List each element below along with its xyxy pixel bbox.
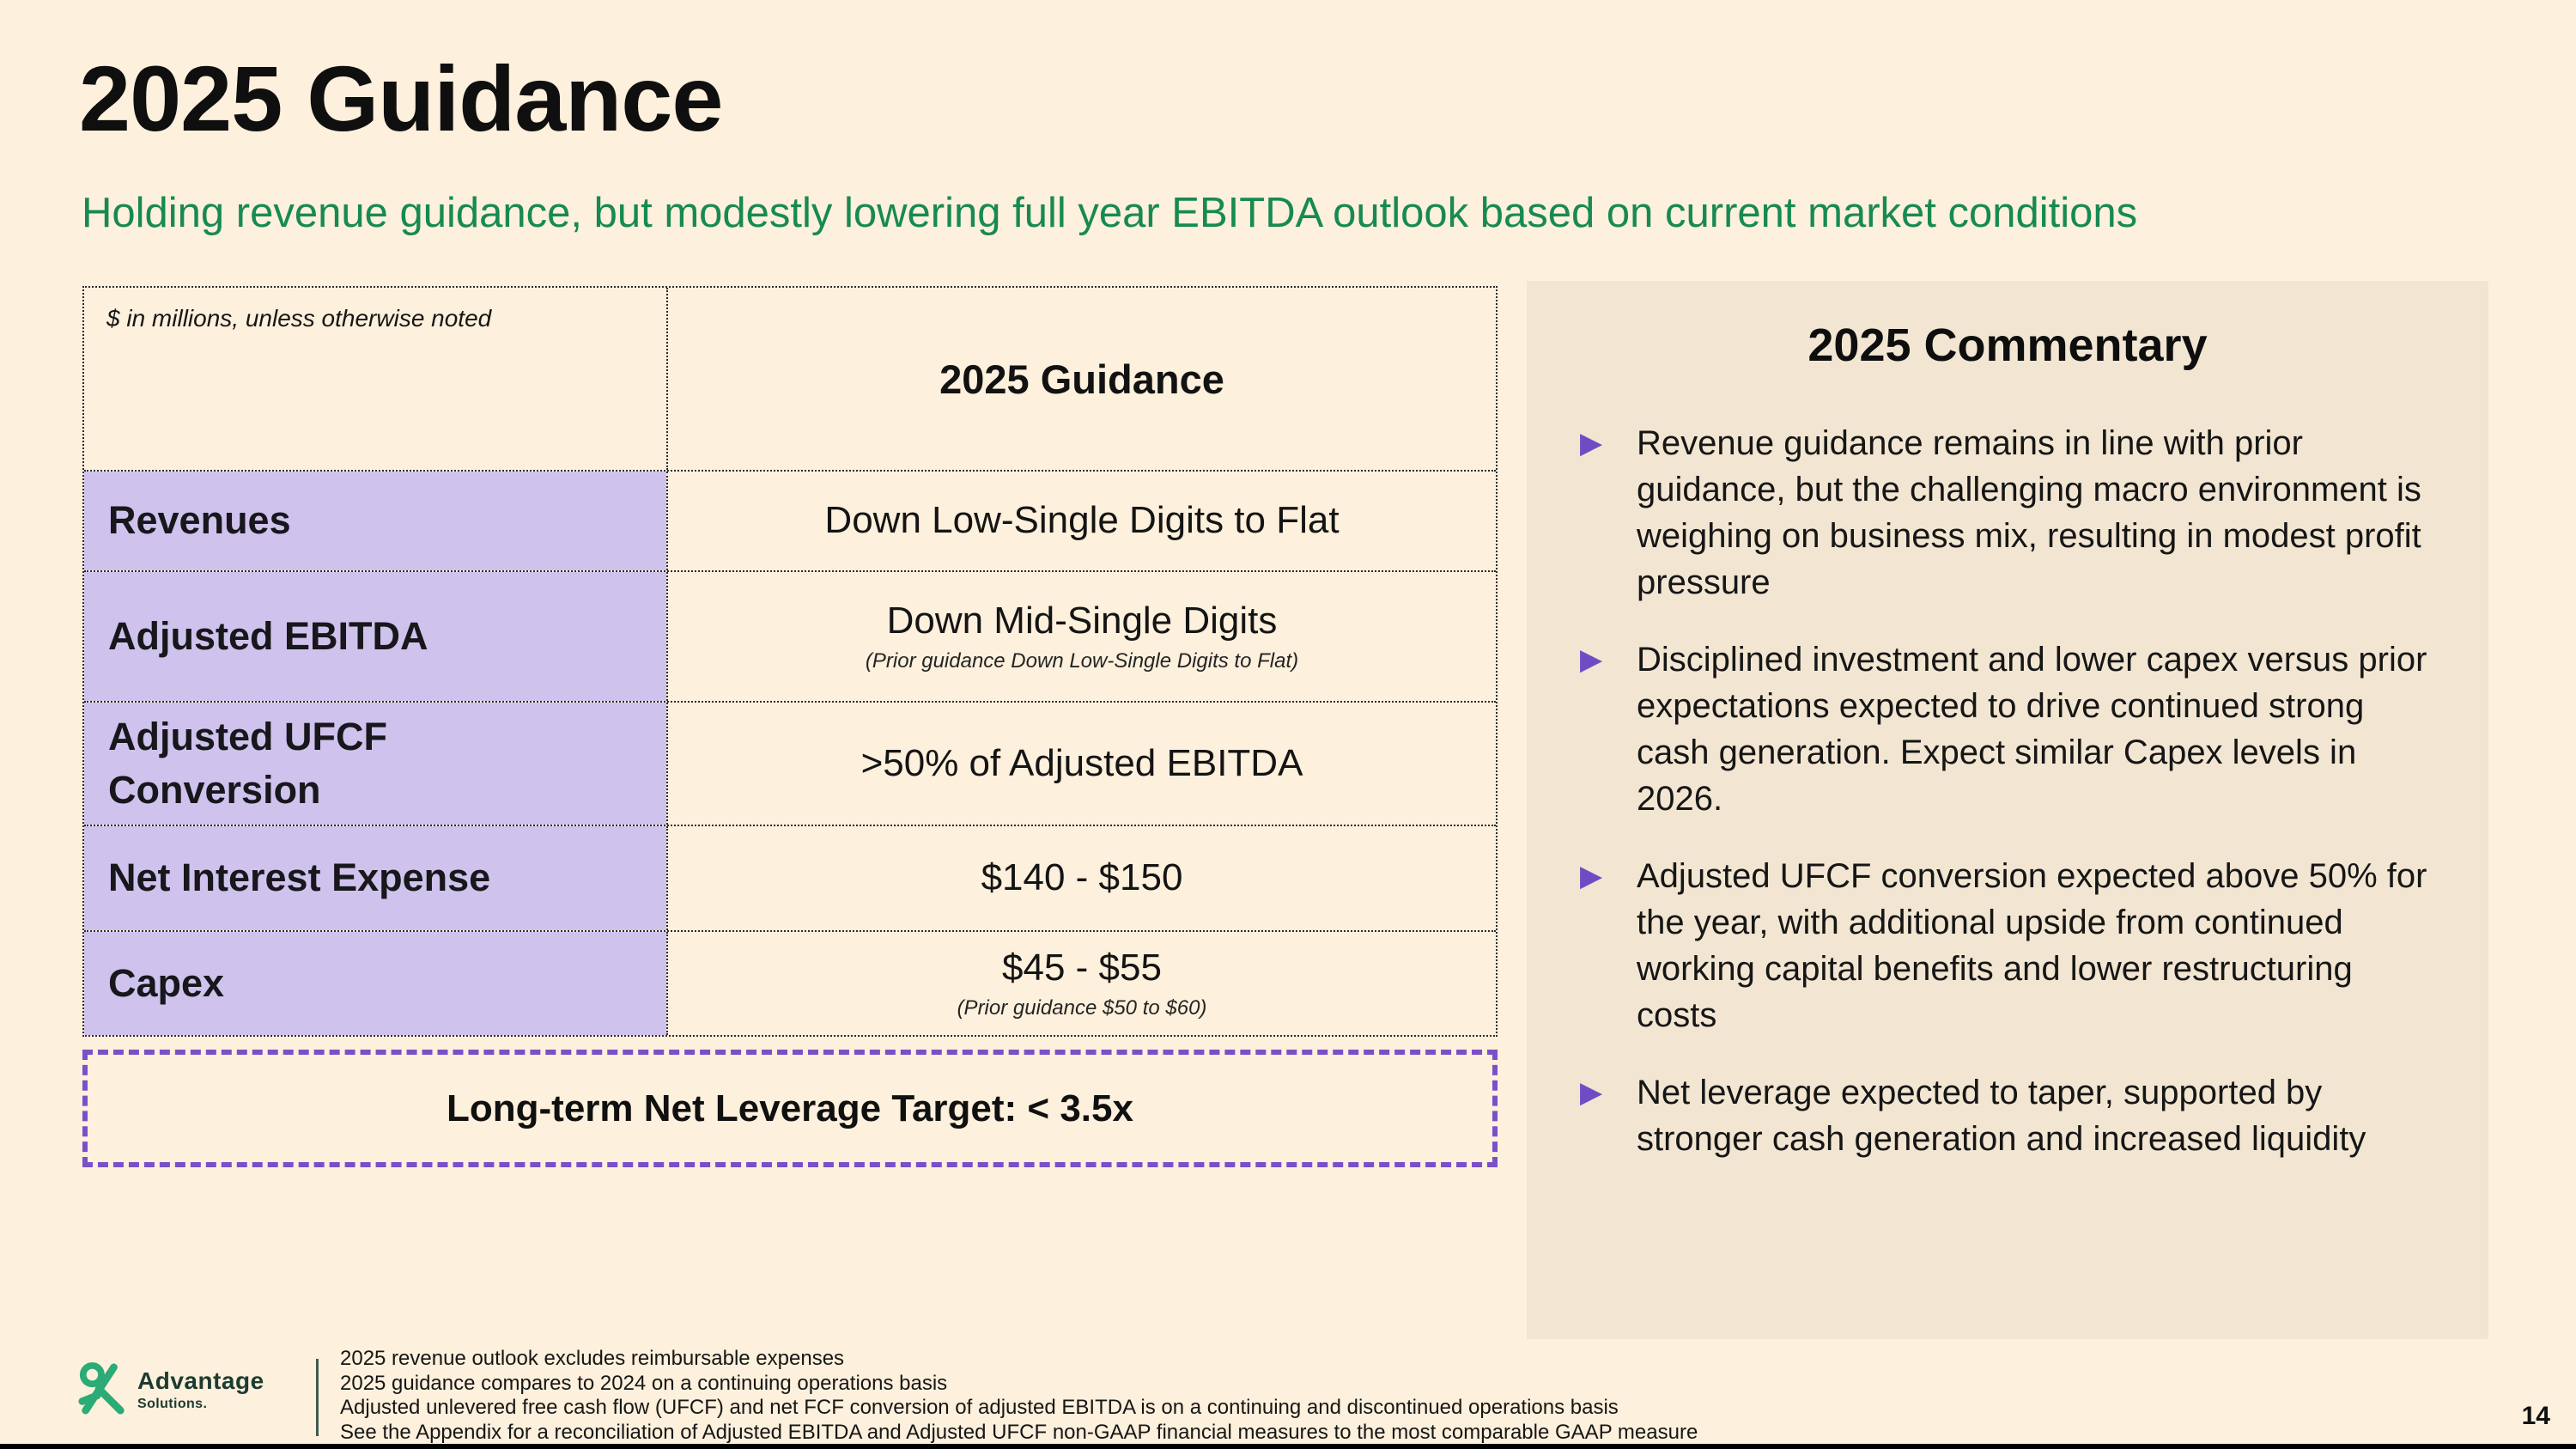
- row-value: Down Mid-Single Digits: [886, 599, 1278, 642]
- table-row: Adjusted UFCF Conversion >50% of Adjuste…: [84, 701, 1496, 825]
- row-value-cell: Down Low-Single Digits to Flat: [666, 472, 1496, 570]
- row-subnote: (Prior guidance Down Low-Single Digits t…: [865, 649, 1299, 673]
- triangle-bullet-icon: ▶: [1580, 427, 1603, 460]
- footnote-line: Adjusted unlevered free cash flow (UFCF)…: [340, 1396, 1619, 1419]
- footnote-line: 2025 guidance compares to 2024 on a cont…: [340, 1371, 948, 1395]
- row-value-cell: >50% of Adjusted EBITDA: [666, 703, 1496, 825]
- leverage-target-text: Long-term Net Leverage Target: < 3.5x: [447, 1087, 1133, 1129]
- row-value: $45 - $55: [1002, 946, 1162, 989]
- bullet-text: Adjusted UFCF conversion expected above …: [1637, 857, 2427, 1034]
- commentary-title: 2025 Commentary: [1807, 320, 2208, 371]
- guidance-table: $ in millions, unless otherwise noted 20…: [82, 286, 1498, 1037]
- row-label-cell: Capex: [84, 932, 666, 1035]
- bottom-edge-strip: [0, 1444, 2576, 1449]
- table-row: Net Interest Expense $140 - $150: [84, 825, 1496, 930]
- page-number: 14: [2521, 1402, 2550, 1430]
- footnotes: 2025 revenue outlook excludes reimbursab…: [340, 1347, 1698, 1445]
- advantage-solutions-logo: Advantage Solutions.: [77, 1362, 264, 1416]
- logo-subname: Solutions.: [137, 1397, 208, 1411]
- leverage-target-box: Long-term Net Leverage Target: < 3.5x: [82, 1050, 1498, 1167]
- row-label: Adjusted EBITDA: [108, 613, 428, 658]
- commentary-bullets: ▶ Revenue guidance remains in line with …: [1527, 420, 2488, 1162]
- list-item: ▶ Adjusted UFCF conversion expected abov…: [1580, 853, 2445, 1038]
- footer-divider: [316, 1359, 319, 1436]
- table-header-cell: 2025 Guidance: [666, 288, 1496, 470]
- page-title: 2025 Guidance: [79, 46, 723, 150]
- row-label-cell: Adjusted EBITDA: [84, 572, 666, 701]
- row-subnote: (Prior guidance $50 to $60): [957, 996, 1207, 1020]
- logo-wordmark: Advantage Solutions.: [137, 1362, 264, 1412]
- table-row: Capex $45 - $55 (Prior guidance $50 to $…: [84, 930, 1496, 1035]
- bullet-text: Disciplined investment and lower capex v…: [1637, 641, 2427, 818]
- row-value: Down Low-Single Digits to Flat: [824, 499, 1340, 542]
- row-label-cell: Net Interest Expense: [84, 826, 666, 930]
- row-value: $140 - $150: [981, 856, 1183, 899]
- table-row: Revenues Down Low-Single Digits to Flat: [84, 470, 1496, 570]
- triangle-bullet-icon: ▶: [1580, 860, 1603, 892]
- footnote-line: See the Appendix for a reconciliation of…: [340, 1420, 1698, 1444]
- list-item: ▶ Revenue guidance remains in line with …: [1580, 420, 2445, 606]
- advantage-logo-icon: [78, 1362, 125, 1415]
- row-label: Net Interest Expense: [108, 855, 491, 900]
- footnote-line: 2025 revenue outlook excludes reimbursab…: [340, 1347, 845, 1370]
- list-item: ▶ Net leverage expected to taper, suppor…: [1580, 1069, 2445, 1162]
- table-header-label: 2025 Guidance: [939, 356, 1224, 402]
- triangle-bullet-icon: ▶: [1580, 643, 1603, 676]
- table-row: Adjusted EBITDA Down Mid-Single Digits (…: [84, 570, 1496, 701]
- table-header-row: $ in millions, unless otherwise noted 20…: [84, 288, 1496, 470]
- row-value-cell: Down Mid-Single Digits (Prior guidance D…: [666, 572, 1496, 701]
- row-label-cell: Revenues: [84, 472, 666, 570]
- row-label: Adjusted UFCF Conversion: [108, 714, 387, 812]
- row-value-cell: $45 - $55 (Prior guidance $50 to $60): [666, 932, 1496, 1035]
- page-subtitle: Holding revenue guidance, but modestly l…: [82, 190, 2138, 236]
- bullet-text: Net leverage expected to taper, supporte…: [1637, 1074, 2366, 1158]
- list-item: ▶ Disciplined investment and lower capex…: [1580, 636, 2445, 822]
- table-units-note: $ in millions, unless otherwise noted: [106, 305, 492, 332]
- logo-name: Advantage: [137, 1367, 264, 1394]
- row-label-cell: Adjusted UFCF Conversion: [84, 703, 666, 825]
- bullet-text: Revenue guidance remains in line with pr…: [1637, 424, 2421, 601]
- triangle-bullet-icon: ▶: [1580, 1076, 1603, 1109]
- table-units-cell: $ in millions, unless otherwise noted: [84, 288, 666, 470]
- row-label: Revenues: [108, 498, 291, 543]
- row-label: Capex: [108, 960, 225, 1005]
- row-value-cell: $140 - $150: [666, 826, 1496, 930]
- commentary-panel: 2025 Commentary ▶ Revenue guidance remai…: [1527, 281, 2488, 1339]
- row-value: >50% of Adjusted EBITDA: [860, 741, 1303, 784]
